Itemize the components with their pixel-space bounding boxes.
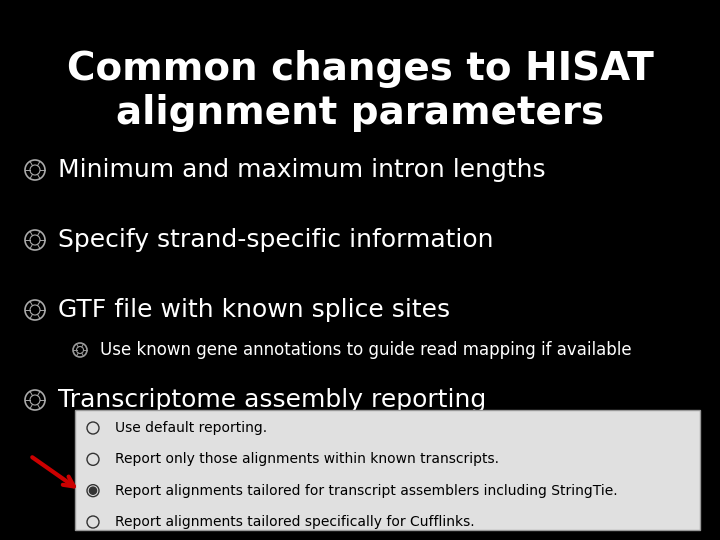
Text: Report only those alignments within known transcripts.: Report only those alignments within know…	[115, 453, 499, 467]
Text: GTF file with known splice sites: GTF file with known splice sites	[58, 298, 450, 322]
Text: Report alignments tailored for transcript assemblers including StringTie.: Report alignments tailored for transcrip…	[115, 484, 618, 498]
Text: Transcriptome assembly reporting: Transcriptome assembly reporting	[58, 388, 486, 412]
Text: Use known gene annotations to guide read mapping if available: Use known gene annotations to guide read…	[100, 341, 631, 359]
Text: Use default reporting.: Use default reporting.	[115, 421, 267, 435]
FancyBboxPatch shape	[75, 410, 700, 530]
Text: Minimum and maximum intron lengths: Minimum and maximum intron lengths	[58, 158, 546, 182]
Text: Report alignments tailored specifically for Cufflinks.: Report alignments tailored specifically …	[115, 515, 474, 529]
Circle shape	[89, 487, 96, 494]
Text: Specify strand-specific information: Specify strand-specific information	[58, 228, 493, 252]
Text: Common changes to HISAT
alignment parameters: Common changes to HISAT alignment parame…	[66, 50, 654, 132]
